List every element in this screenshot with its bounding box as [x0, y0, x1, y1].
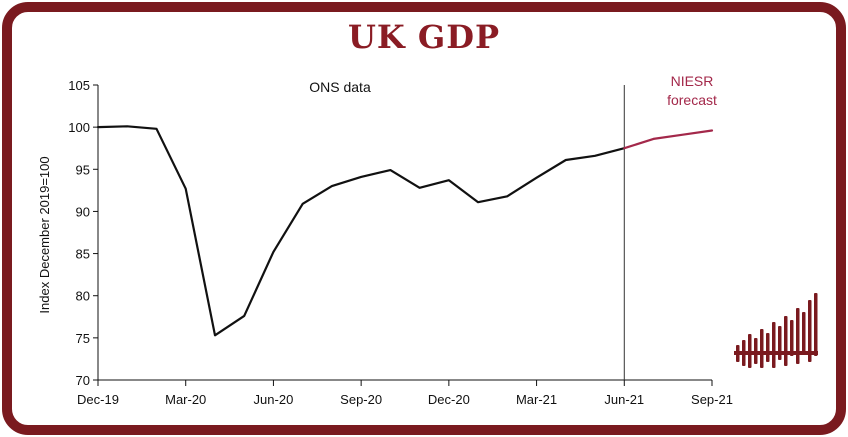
- logo-bar: [796, 308, 800, 364]
- chart-title: UK GDP: [348, 18, 500, 56]
- logo-bar: [766, 333, 770, 362]
- ons-data-annotation: ONS data: [309, 79, 371, 95]
- x-tick-label: Jun-21: [604, 392, 644, 407]
- x-tick-label: Dec-20: [428, 392, 470, 407]
- logo-bar: [784, 316, 788, 366]
- y-axis-label: Index December 2019=100: [37, 156, 52, 313]
- logo-bar: [802, 312, 806, 352]
- y-tick-label: 90: [76, 204, 90, 219]
- y-tick-label: 80: [76, 289, 90, 304]
- logo-bar: [814, 293, 818, 356]
- chart-marks: [96, 85, 714, 380]
- y-tick-label: 105: [68, 78, 90, 93]
- logo-bar: [772, 322, 776, 368]
- chart-axes: 70 75 80 85 90 95 100 105 Dec-19 Mar-20 Jun-20 Sep-…: [68, 78, 733, 407]
- logo-bar: [790, 320, 794, 356]
- forecast-line: [623, 129, 714, 150]
- logo-baseline: [734, 351, 818, 355]
- niesr-bars-logo-icon: [734, 293, 818, 368]
- x-tick-label: Dec-19: [77, 392, 119, 407]
- x-tick-label: Sep-21: [691, 392, 733, 407]
- y-tick-label: 70: [76, 373, 90, 388]
- y-tick-label: 100: [68, 120, 90, 135]
- x-tick-label: Mar-20: [165, 392, 206, 407]
- logo-bar: [760, 329, 764, 368]
- y-tick-label: 75: [76, 331, 90, 346]
- actual-data-line: [96, 125, 626, 337]
- y-tick-label: 95: [76, 162, 90, 177]
- x-tick-label: Mar-21: [516, 392, 557, 407]
- x-tick-label: Jun-20: [254, 392, 294, 407]
- x-tick-label: Sep-20: [340, 392, 382, 407]
- niesr-annotation-line2: forecast: [667, 92, 717, 108]
- logo-bar: [808, 300, 812, 362]
- niesr-annotation-line1: NIESR: [671, 73, 714, 89]
- y-tick-label: 85: [76, 247, 90, 262]
